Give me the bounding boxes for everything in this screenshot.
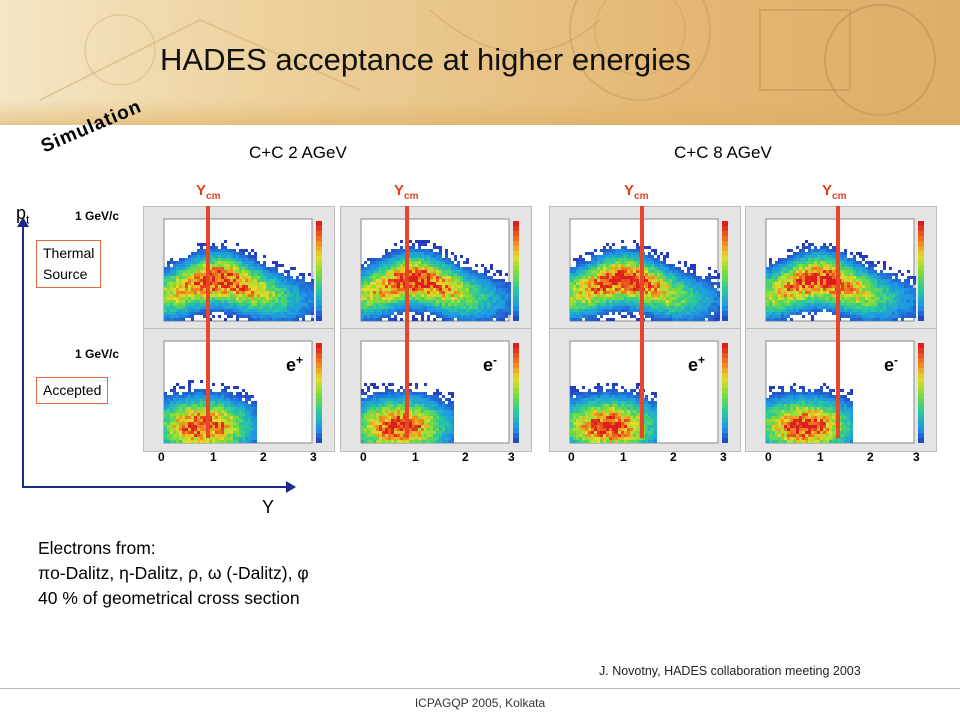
ycm-line: [836, 206, 840, 438]
header-banner: [0, 0, 960, 125]
tick-label: 2: [462, 450, 469, 464]
tick-label: 2: [260, 450, 267, 464]
tick-label: 1: [817, 450, 824, 464]
footer-divider: [0, 688, 960, 689]
histogram-panel: [745, 206, 937, 330]
tick-label: 1: [210, 450, 217, 464]
histogram-panel: [745, 328, 937, 452]
accepted-label: Accepted: [43, 382, 102, 398]
tick-label: 2: [867, 450, 874, 464]
gev-label-top: 1 GeV/c: [75, 209, 120, 223]
tick-label: 0: [158, 450, 165, 464]
histogram-panel: [143, 206, 335, 330]
particle-label: e-: [884, 353, 899, 375]
tick-label: 3: [720, 450, 727, 464]
particle-label: e+: [286, 353, 304, 375]
ycm-label: Ycm: [624, 182, 649, 202]
banner-fade: [0, 0, 960, 125]
rapidity-axis: [22, 481, 296, 493]
credit: J. Novotny, HADES collaboration meeting …: [599, 664, 861, 678]
ycm-line: [405, 206, 409, 438]
ycm-label: Ycm: [196, 182, 221, 202]
gev-label-bottom: 1 GeV/c: [75, 347, 120, 361]
thermal-source-box: Thermal Source: [36, 240, 102, 288]
pt-axis: [17, 217, 29, 487]
tick-label: 1: [620, 450, 627, 464]
particle-label: e+: [688, 353, 706, 375]
pt-axis-label: pt: [16, 203, 30, 227]
ycm-label: Ycm: [394, 182, 419, 202]
tick-label: 3: [508, 450, 515, 464]
thermal-label: Thermal: [43, 245, 95, 261]
description: Electrons from: πo-Dalitz, η-Dalitz, ρ, …: [38, 536, 309, 611]
description-line: Electrons from:: [38, 538, 156, 558]
ycm-line: [206, 206, 210, 438]
description-line: 40 % of geometrical cross section: [38, 588, 300, 608]
histogram-panel: [549, 328, 741, 452]
heading-8agev: C+C 8 AGeV: [674, 143, 772, 162]
histogram-panel: [340, 206, 532, 330]
tick-label: 3: [913, 450, 920, 464]
tick-label: 3: [310, 450, 317, 464]
ycm-line: [640, 206, 644, 438]
tick-label: 2: [670, 450, 677, 464]
footer: ICPAGQP 2005, Kolkata: [414, 696, 546, 710]
tick-label: 1: [412, 450, 419, 464]
tick-label: 0: [568, 450, 575, 464]
tick-label: 0: [360, 450, 367, 464]
histogram-panel: [143, 328, 335, 452]
accepted-box: Accepted: [36, 377, 109, 404]
heading-2agev: C+C 2 AGeV: [249, 143, 347, 162]
particle-label: e-: [483, 353, 498, 375]
slide-title: HADES acceptance at higher energies: [160, 42, 691, 77]
histogram-panel: [340, 328, 532, 452]
ycm-label: Ycm: [822, 182, 847, 202]
y-axis-label: Y: [262, 497, 275, 517]
source-label: Source: [43, 266, 88, 282]
tick-label: 0: [765, 450, 772, 464]
description-line: πo-Dalitz, η-Dalitz, ρ, ω (-Dalitz), φ: [38, 563, 309, 583]
histogram-panel: [549, 206, 741, 330]
